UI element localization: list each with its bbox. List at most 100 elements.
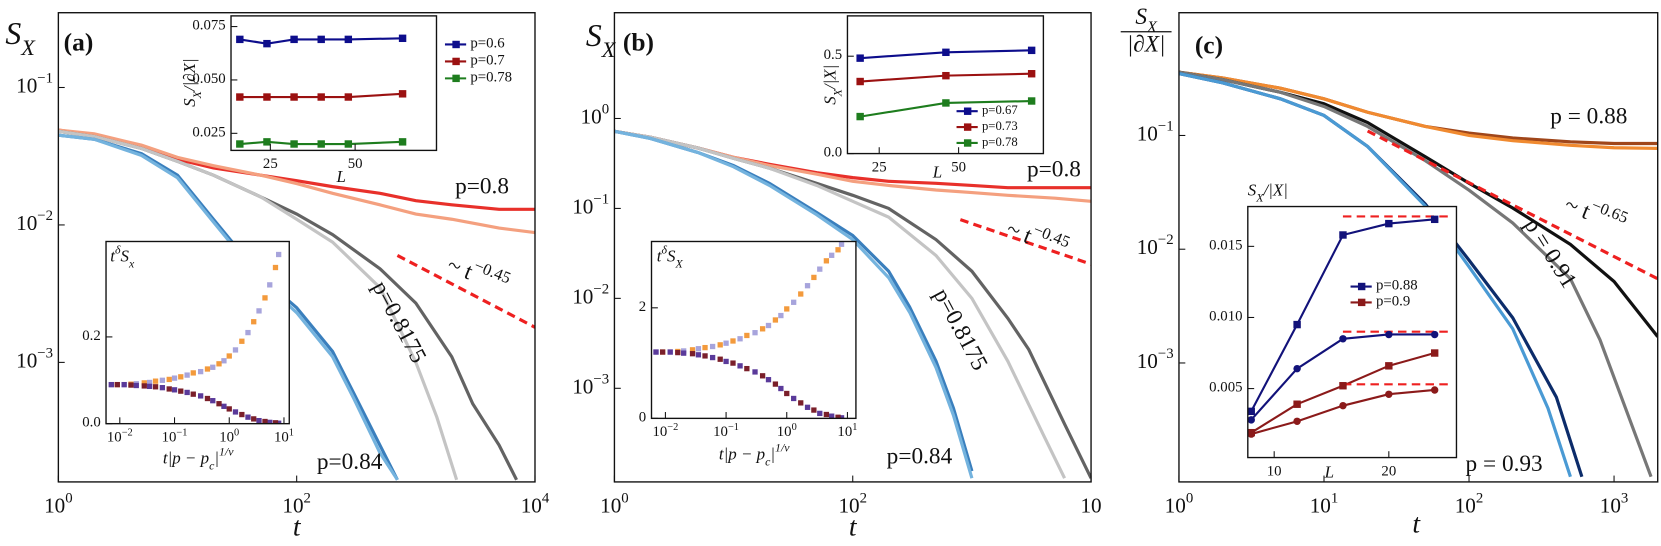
marker: [317, 35, 325, 44]
marker: [1385, 330, 1393, 339]
marker: [114, 381, 120, 388]
marker: [717, 342, 723, 348]
marker: [159, 385, 166, 391]
marker: [811, 274, 817, 281]
marker: [1247, 416, 1255, 424]
series-line: [959, 218, 1092, 266]
marker: [1027, 46, 1036, 55]
plot-background: [847, 15, 1044, 154]
marker: [744, 365, 750, 372]
marker: [1293, 400, 1301, 408]
plot-area: [108, 251, 282, 424]
marker: [210, 398, 216, 404]
y-tick-label: 10−2: [1137, 233, 1174, 259]
x-tick-label: 10−1: [162, 427, 188, 446]
panel: 25 50 0.0 0.5 L SX/|X| p=0.67 p=0.73 p=0.78: [820, 15, 1045, 182]
marker: [190, 391, 196, 397]
marker: [1293, 417, 1301, 426]
marker: [798, 291, 804, 297]
marker: [942, 48, 950, 57]
marker: [695, 346, 702, 352]
x-tick-label: 25: [872, 160, 887, 176]
marker: [1385, 362, 1393, 370]
marker: [804, 283, 811, 289]
legend: p=0.67 p=0.73 p=0.78: [956, 103, 1018, 149]
marker: [744, 332, 750, 339]
marker: [290, 35, 298, 44]
x-tick-label: 20: [1381, 464, 1396, 480]
marker: [817, 266, 823, 272]
marker: [204, 395, 211, 402]
marker: [1430, 215, 1439, 224]
x-tick-label: 10−1: [713, 422, 739, 441]
marker: [1339, 335, 1347, 343]
marker: [759, 373, 766, 379]
marker: [216, 361, 222, 367]
marker: [717, 356, 723, 362]
axes-frame: [1247, 205, 1458, 459]
legend-marker: [963, 139, 972, 147]
marker: [344, 93, 353, 101]
series-label: p=0.8: [1027, 157, 1081, 183]
series-line: [239, 140, 403, 146]
x-tick-label: 10−2: [107, 427, 133, 446]
y-tick-label: 0.050: [192, 71, 225, 87]
marker: [723, 358, 729, 365]
marker: [276, 420, 282, 424]
x-tick-label: 10−2: [652, 422, 678, 441]
marker: [942, 99, 950, 107]
x-tick-label: 100: [1165, 491, 1194, 517]
x-axis-label: t: [293, 511, 302, 542]
y-tick-label: 10−1: [1137, 119, 1174, 145]
marker: [659, 349, 666, 355]
axes-frame: [105, 240, 290, 425]
x-tick-label: 101: [274, 427, 294, 446]
marker: [709, 354, 716, 361]
marker: [236, 93, 244, 101]
marker: [251, 416, 257, 422]
x-tick-label: 100: [600, 491, 629, 517]
marker: [245, 329, 251, 336]
plot-background: [1247, 206, 1457, 458]
y-axis-label: tδSx: [110, 242, 135, 270]
marker: [856, 112, 864, 121]
marker: [730, 360, 736, 366]
x-tick-label: 102: [282, 491, 311, 517]
plot-area: [1178, 70, 1658, 478]
marker: [398, 34, 407, 43]
panel: 10−2 10−1 100 101 0 2 t|p − pc|1/ν tδSX: [639, 240, 857, 468]
marker: [695, 352, 702, 358]
y-axis-label: tδSX: [657, 242, 684, 270]
y-axis-label: SX/|X|: [820, 65, 844, 105]
x-axis-label: L: [335, 167, 345, 186]
legend: p=0.6p=0.7p=0.78: [444, 36, 512, 86]
marker: [263, 39, 271, 48]
marker: [689, 347, 696, 353]
marker: [221, 403, 227, 409]
x-axis-label: t: [849, 511, 858, 542]
marker: [272, 420, 279, 424]
series-line: [239, 92, 403, 99]
marker: [133, 382, 139, 389]
marker: [1339, 231, 1347, 239]
marker: [752, 369, 758, 375]
legend-marker: [1357, 298, 1366, 307]
y-tick-label: 100: [581, 102, 610, 128]
panel: 10−2 10−1 100 101 0.0 0.2 t|p − pc|1/ν tδSx: [82, 240, 294, 472]
marker: [146, 383, 153, 390]
marker: [772, 317, 779, 323]
marker: [178, 388, 184, 394]
marker: [344, 35, 353, 44]
marker: [267, 419, 273, 424]
x-tick-label: 100: [44, 491, 73, 517]
marker: [737, 363, 743, 369]
marker: [190, 370, 196, 376]
series-line: [1178, 70, 1653, 478]
marker: [108, 381, 114, 388]
marker: [226, 353, 232, 359]
marker: [184, 372, 190, 378]
panel-label: (a): [64, 28, 94, 56]
marker: [166, 386, 172, 392]
marker: [171, 387, 178, 393]
